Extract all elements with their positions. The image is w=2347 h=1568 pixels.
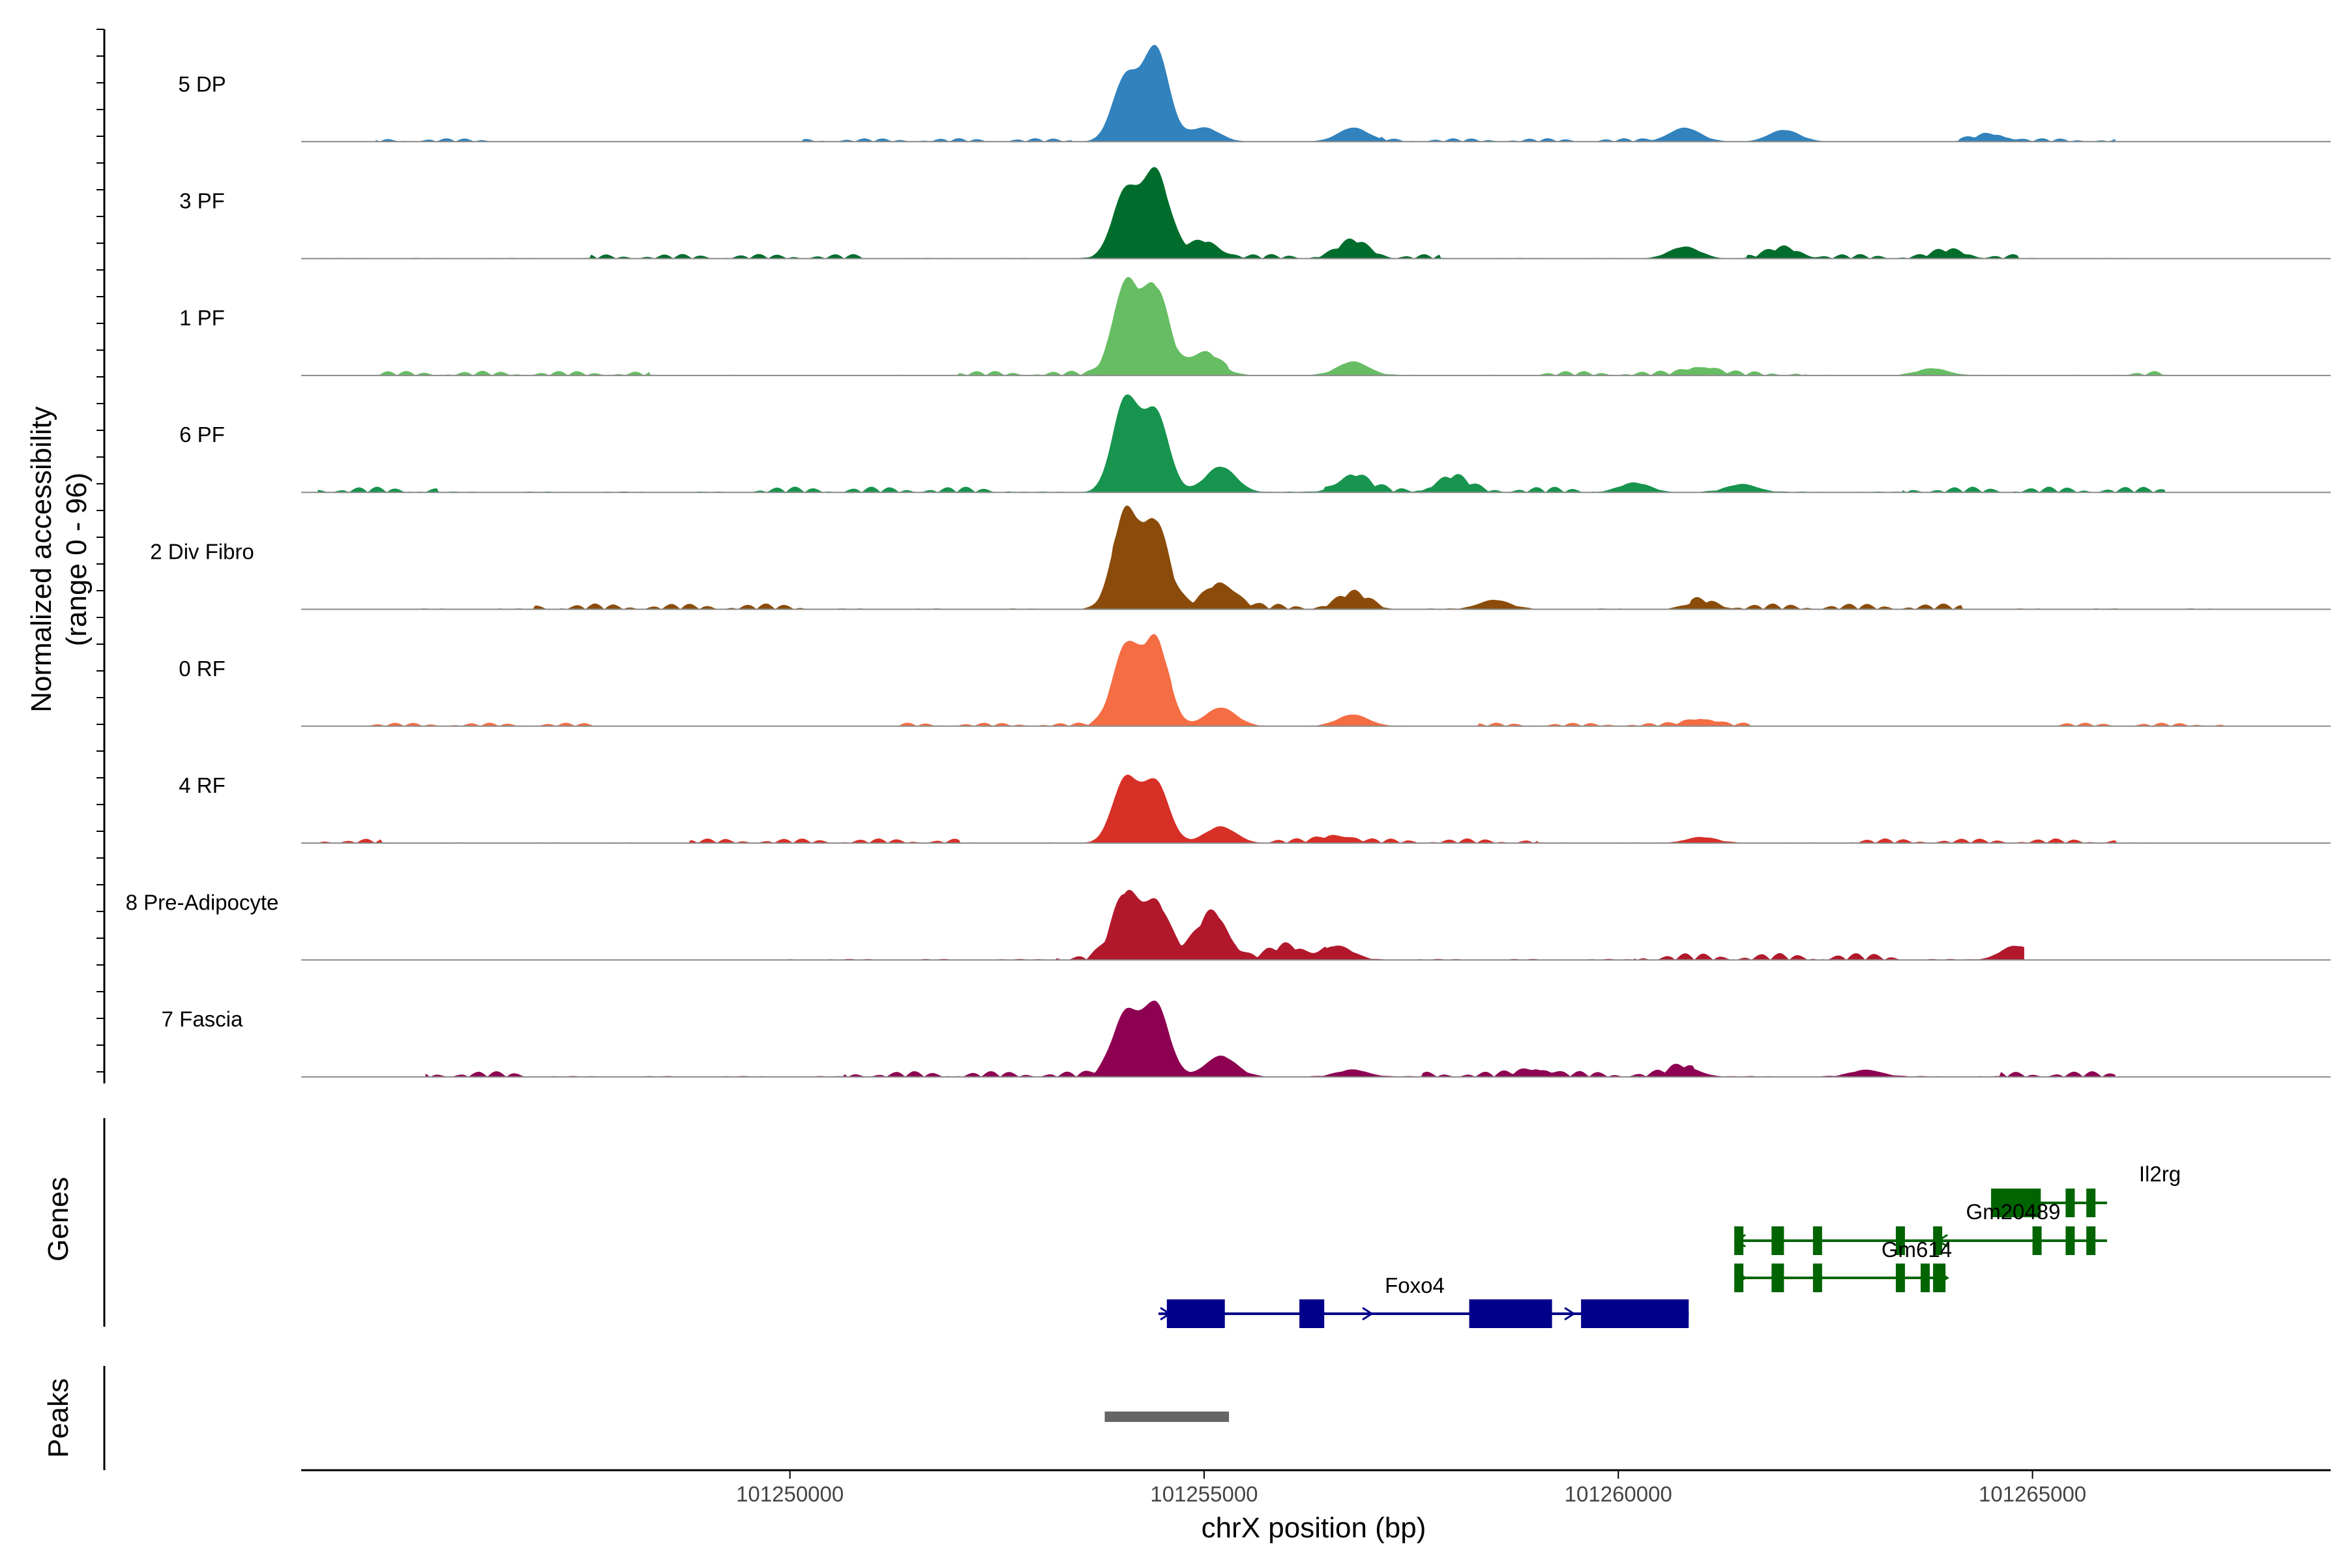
x-axis-title: chrX position (bp) <box>1202 1512 1426 1544</box>
peaks-panel: Peaks <box>42 1366 1230 1470</box>
track-label: 1 PF <box>179 306 225 330</box>
x-axis: chrX position (bp) 101250000 101255000 101… <box>301 1469 2331 1544</box>
track-3-pf: 3 PF <box>179 167 2331 259</box>
gene-exon <box>1771 1264 1784 1292</box>
gene-exon <box>1771 1226 1784 1255</box>
peaks-panel-title: Peaks <box>42 1378 74 1458</box>
y-axis-title-line2: (range 0 - 96) <box>61 473 93 647</box>
gene-exon <box>1734 1226 1744 1255</box>
track-label: 0 RF <box>179 657 226 681</box>
track-0-rf: 0 RF <box>179 634 2331 727</box>
coverage-area <box>317 394 2165 493</box>
track-2-div-fibro: 2 Div Fibro <box>150 505 2331 610</box>
x-tick-label: 101250000 <box>736 1482 844 1506</box>
gene-exon <box>2032 1226 2042 1255</box>
gene-gm614: Gm614 <box>1734 1237 1952 1292</box>
coverage-area <box>317 167 2149 259</box>
gene-exon <box>1895 1226 1905 1255</box>
coverage-area <box>317 775 2223 844</box>
gene-exon <box>2065 1189 2075 1217</box>
track-8-pre-adipocyte: 8 Pre-Adipocyte <box>126 889 2331 961</box>
gene-exon <box>1812 1264 1822 1292</box>
gene-gm20489: Gm20489 <box>1734 1200 2107 1255</box>
x-tick-label: 101265000 <box>1979 1482 2086 1506</box>
x-tick-label: 101255000 <box>1150 1482 1258 1506</box>
track-4-rf: 4 RF <box>179 773 2331 844</box>
gene-exon <box>2086 1226 2096 1255</box>
gene-label: Il2rg <box>2139 1162 2181 1186</box>
coverage-area <box>317 276 2165 376</box>
gene-exon <box>1734 1264 1744 1292</box>
gene-exon <box>1895 1264 1905 1292</box>
track-label: 8 Pre-Adipocyte <box>126 890 279 914</box>
track-6-pf: 6 PF <box>179 394 2331 494</box>
x-tick-label: 101260000 <box>1565 1482 1672 1506</box>
gene-exon <box>1933 1226 1943 1255</box>
gene-label: Gm20489 <box>1966 1200 2061 1224</box>
gene-exon <box>2086 1189 2096 1217</box>
genes-panel: Genes Foxo4 Il2rg Gm20489 Gm614 <box>42 1118 2181 1328</box>
track-7-fascia: 7 Fascia <box>162 1000 2331 1078</box>
track-label: 3 PF <box>179 189 225 213</box>
track-label: 4 RF <box>179 773 226 797</box>
strand-arrow <box>1564 1307 1576 1321</box>
gene-exon <box>1812 1226 1822 1255</box>
gene-il2rg: Il2rg <box>1991 1162 2181 1217</box>
track-label: 7 Fascia <box>162 1007 243 1031</box>
gene-exon <box>2065 1226 2075 1255</box>
y-axis: Normalized accessibility (range 0 - 96) <box>25 29 106 1084</box>
coverage-area <box>367 634 2223 726</box>
gene-exon <box>1991 1189 2041 1217</box>
gene-exon <box>1933 1264 1946 1292</box>
genes-panel-title: Genes <box>42 1177 74 1262</box>
track-1-pf: 1 PF <box>179 276 2331 376</box>
coverage-area <box>782 889 2024 960</box>
gene-foxo4: Foxo4 <box>1159 1273 1689 1328</box>
track-label: 5 DP <box>178 72 226 96</box>
y-axis-title-line1: Normalized accessibility <box>25 406 57 712</box>
coverage-tracks: 5 DP 3 PF 1 PF 6 PF 2 Div Fibro 0 RF 4 RF 8 Pre… <box>126 44 2331 1078</box>
gene-exon <box>1299 1299 1325 1328</box>
gene-exon <box>1581 1299 1689 1328</box>
gene-exon <box>1166 1299 1225 1328</box>
track-label: 2 Div Fibro <box>150 540 254 564</box>
gene-exon <box>1469 1299 1552 1328</box>
gene-label: Foxo4 <box>1385 1273 1445 1297</box>
strand-arrow <box>1362 1307 1374 1321</box>
gene-label: Gm614 <box>1882 1237 1952 1262</box>
track-5-dp: 5 DP <box>178 44 2331 143</box>
peak-region <box>1104 1412 1230 1422</box>
coverage-area <box>376 44 2116 142</box>
coverage-area <box>425 1000 2116 1077</box>
track-label: 6 PF <box>179 422 225 447</box>
coverage-area <box>367 505 2223 610</box>
gene-exon <box>1921 1264 1930 1292</box>
